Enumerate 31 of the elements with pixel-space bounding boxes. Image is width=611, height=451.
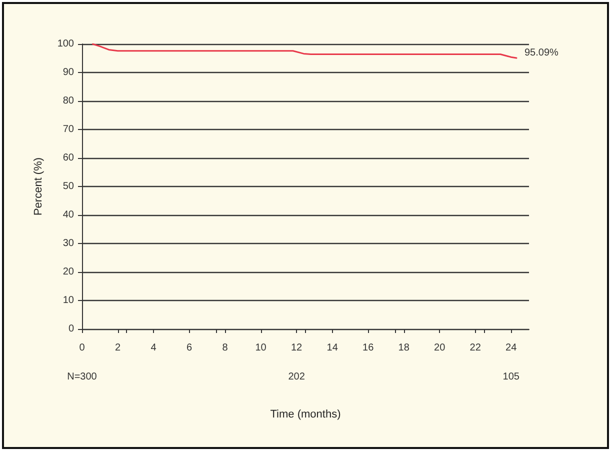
x-tick-label: 8: [222, 342, 228, 354]
text: 105: [502, 372, 520, 382]
x-tick-label: 24: [506, 342, 518, 354]
y-tick-label: 30: [62, 238, 74, 249]
line-series: [92, 43, 518, 59]
y-tick-label: 10: [62, 295, 74, 306]
x-tick-label: 14: [326, 342, 338, 354]
annotation: 95.09%: [524, 47, 559, 58]
x-tick-label: 4: [150, 342, 157, 354]
x-tick-label: 18: [398, 342, 410, 354]
x-tick-label: 22: [470, 342, 482, 354]
y-tick-label: 40: [62, 210, 74, 220]
y-tick-label: 90: [62, 67, 74, 78]
y-tick-label: 60: [62, 152, 74, 164]
x-tick-label: 2: [114, 342, 121, 354]
y-tick-label: 100: [57, 38, 74, 50]
x-axis-title: Time (months): [270, 408, 341, 420]
x-tick-label: 10: [255, 342, 267, 354]
y-tick-label: 0: [68, 324, 74, 334]
x-tick-label: 12: [290, 342, 303, 354]
x-tick-label: 0: [79, 342, 86, 354]
y-tick-label: 70: [62, 124, 74, 135]
y-tick-label: 20: [62, 266, 74, 278]
y-tick-label: 80: [62, 96, 74, 106]
x-tick-label: 20: [434, 342, 446, 354]
text: N=300: [67, 372, 98, 382]
y-tick-label: 50: [62, 181, 74, 192]
x-tick-label: 6: [186, 342, 192, 354]
text: 202: [288, 372, 306, 382]
y-axis-title: Percent (%): [32, 157, 44, 216]
x-tick-label: 16: [362, 342, 374, 354]
